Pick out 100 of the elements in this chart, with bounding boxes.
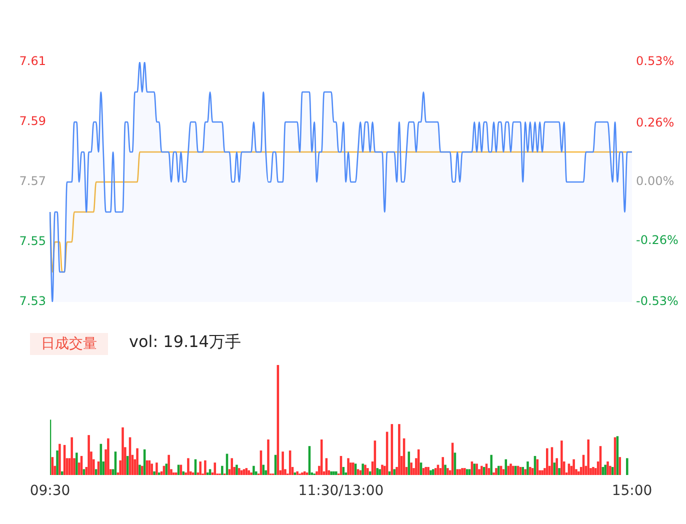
bar (378, 469, 381, 475)
bar (70, 437, 73, 475)
bar (362, 464, 364, 475)
bar (172, 472, 175, 475)
bar (165, 464, 168, 475)
y2-tick-label: -0.26% (636, 232, 678, 247)
bar (541, 470, 544, 475)
bar (468, 469, 471, 475)
x-tick-label: 11:30/13:00 (298, 483, 384, 500)
bar (432, 469, 434, 475)
bar (587, 439, 590, 475)
bar (136, 448, 138, 475)
bar (480, 466, 483, 475)
bar (150, 464, 153, 475)
bar (546, 448, 548, 475)
bar (427, 466, 430, 475)
bar (476, 464, 478, 475)
bar (252, 466, 255, 475)
bar (182, 471, 185, 475)
bar (568, 464, 570, 475)
bar (354, 464, 357, 475)
y2-tick-label: 0.26% (636, 115, 674, 130)
bar (510, 464, 512, 475)
bar (560, 440, 563, 475)
y-tick-label: 7.61 (19, 54, 46, 68)
bar (94, 469, 98, 475)
y-tick-label: 7.59 (19, 114, 46, 128)
bar (604, 464, 606, 475)
bar (524, 469, 526, 475)
bar (529, 466, 532, 475)
y-tick-label: 7.53 (19, 294, 46, 308)
bar (296, 471, 298, 475)
bar (512, 466, 514, 475)
bar (347, 458, 350, 475)
bar (56, 450, 58, 475)
bar (356, 469, 360, 475)
bar (502, 469, 505, 475)
bar (606, 461, 609, 475)
bar (446, 468, 449, 475)
bar (153, 471, 156, 475)
bar (366, 468, 369, 475)
bar (282, 452, 284, 475)
bar (458, 469, 461, 475)
bar (187, 458, 190, 475)
x-tick-label: 09:30 (30, 483, 70, 500)
bar (497, 466, 500, 475)
bar (618, 457, 622, 475)
bar (556, 458, 558, 475)
bar (82, 469, 86, 475)
bar (424, 466, 428, 475)
bar (141, 466, 144, 475)
bar (221, 466, 224, 475)
bar (490, 454, 492, 475)
bar (444, 464, 446, 475)
x-tick-label: 15:00 (612, 483, 652, 500)
bar (492, 472, 495, 475)
y-tick-label: 7.55 (19, 234, 46, 248)
bar (88, 435, 90, 475)
bar (626, 458, 628, 475)
bar (352, 462, 354, 475)
bar (485, 464, 488, 475)
bar (364, 464, 366, 475)
bar (522, 466, 524, 475)
y2-tick-label: -0.53% (636, 294, 678, 308)
bar (398, 424, 400, 475)
chart-subtitle: vol: 19.14万手 (129, 332, 241, 353)
bar (242, 469, 246, 475)
bar (456, 469, 459, 475)
bar (301, 472, 304, 475)
bar (578, 471, 580, 475)
bar (107, 438, 110, 475)
bar (526, 461, 529, 475)
bar (381, 464, 384, 475)
bar (335, 471, 338, 475)
bar (609, 466, 612, 475)
bar (461, 468, 464, 475)
bar (76, 452, 78, 475)
bar (60, 471, 64, 475)
bar (168, 454, 170, 475)
bar (236, 464, 238, 475)
bar (430, 470, 432, 475)
bar (466, 469, 468, 475)
bar (58, 444, 61, 475)
bar (410, 462, 412, 475)
bar (572, 459, 575, 475)
y2-tick-label: 0.53% (636, 54, 674, 68)
bar (464, 468, 466, 475)
bar (507, 466, 510, 475)
bar (208, 469, 212, 475)
bar (122, 427, 124, 475)
y-tick-label: 7.57 (19, 174, 46, 188)
bar (248, 470, 250, 475)
bar (267, 439, 270, 475)
bar (138, 464, 141, 475)
bar (558, 468, 560, 475)
bar (303, 471, 306, 475)
chart-title: 日成交量 (30, 333, 108, 355)
bar (442, 457, 444, 475)
bar (376, 468, 379, 475)
bar (250, 472, 252, 475)
